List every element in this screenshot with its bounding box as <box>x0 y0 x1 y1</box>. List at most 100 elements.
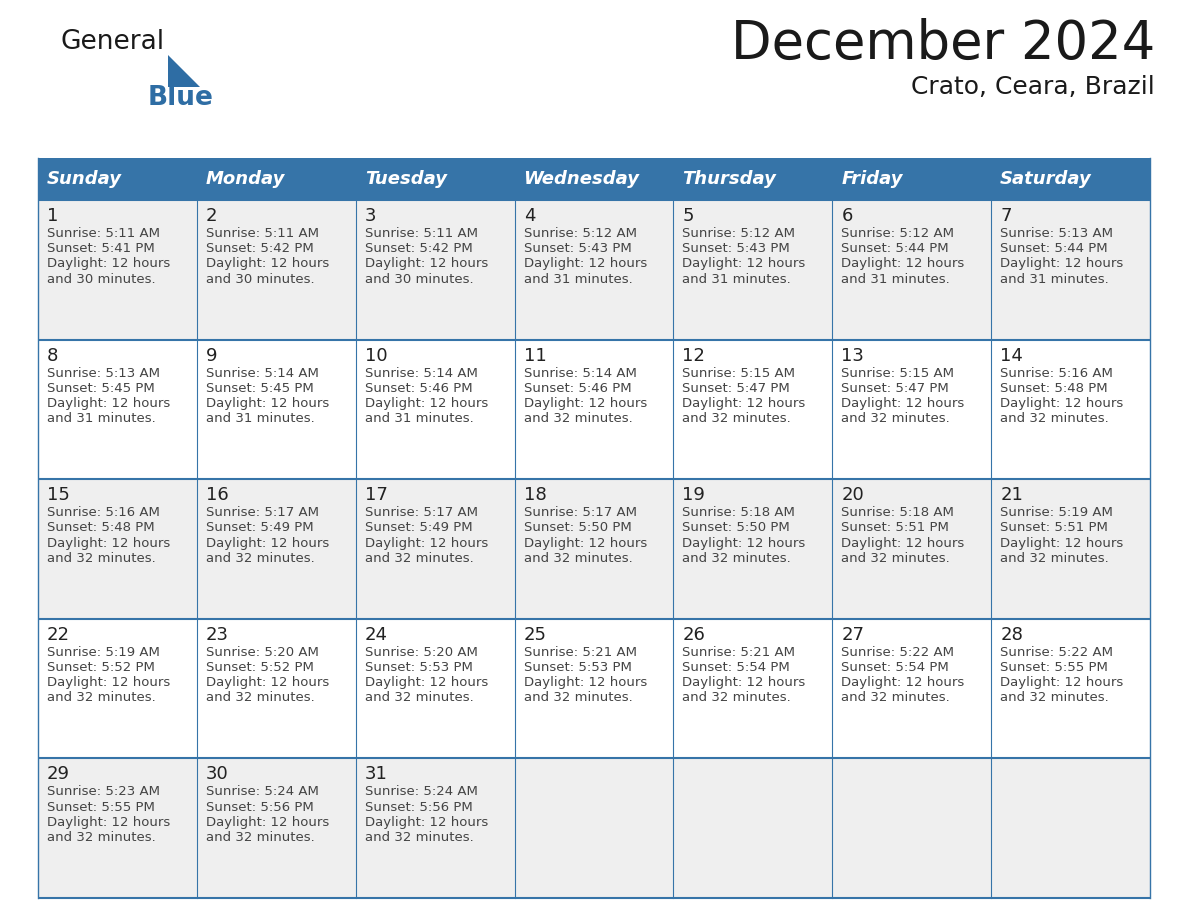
Text: Daylight: 12 hours: Daylight: 12 hours <box>841 677 965 689</box>
Bar <box>833 200 991 340</box>
Text: Sunrise: 5:17 AM: Sunrise: 5:17 AM <box>206 506 318 520</box>
Text: Daylight: 12 hours: Daylight: 12 hours <box>524 397 646 410</box>
Text: and 32 minutes.: and 32 minutes. <box>1000 412 1108 425</box>
Bar <box>991 158 1150 200</box>
Text: and 32 minutes.: and 32 minutes. <box>841 412 950 425</box>
Bar <box>514 340 674 479</box>
Text: and 32 minutes.: and 32 minutes. <box>48 831 156 844</box>
Bar <box>674 479 833 619</box>
Text: Sunrise: 5:20 AM: Sunrise: 5:20 AM <box>206 645 318 659</box>
Text: Sunrise: 5:24 AM: Sunrise: 5:24 AM <box>206 786 318 799</box>
Text: Sunrise: 5:12 AM: Sunrise: 5:12 AM <box>841 227 954 240</box>
Bar <box>197 758 355 898</box>
Text: and 32 minutes.: and 32 minutes. <box>524 691 632 704</box>
Text: Sunset: 5:53 PM: Sunset: 5:53 PM <box>365 661 473 674</box>
Text: and 32 minutes.: and 32 minutes. <box>524 412 632 425</box>
Text: Monday: Monday <box>206 170 285 188</box>
Text: and 30 minutes.: and 30 minutes. <box>206 273 315 285</box>
Text: Daylight: 12 hours: Daylight: 12 hours <box>524 677 646 689</box>
Text: and 32 minutes.: and 32 minutes. <box>524 552 632 565</box>
Bar <box>355 158 514 200</box>
Text: 29: 29 <box>48 766 70 783</box>
Text: Sunset: 5:49 PM: Sunset: 5:49 PM <box>206 521 314 534</box>
Bar <box>197 619 355 758</box>
Bar <box>833 340 991 479</box>
Text: Friday: Friday <box>841 170 903 188</box>
Text: 5: 5 <box>682 207 694 225</box>
Text: Sunset: 5:45 PM: Sunset: 5:45 PM <box>48 382 154 395</box>
Text: Sunrise: 5:12 AM: Sunrise: 5:12 AM <box>682 227 796 240</box>
Text: 20: 20 <box>841 487 864 504</box>
Bar <box>38 158 197 200</box>
Text: and 32 minutes.: and 32 minutes. <box>48 691 156 704</box>
Text: Sunset: 5:48 PM: Sunset: 5:48 PM <box>48 521 154 534</box>
Text: Sunset: 5:50 PM: Sunset: 5:50 PM <box>524 521 631 534</box>
Text: 9: 9 <box>206 347 217 364</box>
Text: Sunset: 5:50 PM: Sunset: 5:50 PM <box>682 521 790 534</box>
Text: and 30 minutes.: and 30 minutes. <box>365 273 473 285</box>
Bar <box>355 340 514 479</box>
Text: Sunset: 5:52 PM: Sunset: 5:52 PM <box>48 661 154 674</box>
Text: Sunrise: 5:17 AM: Sunrise: 5:17 AM <box>365 506 478 520</box>
Text: 3: 3 <box>365 207 377 225</box>
Bar <box>514 479 674 619</box>
Text: Sunset: 5:51 PM: Sunset: 5:51 PM <box>841 521 949 534</box>
Text: 7: 7 <box>1000 207 1012 225</box>
Bar <box>38 340 197 479</box>
Bar <box>514 619 674 758</box>
Text: Sunset: 5:55 PM: Sunset: 5:55 PM <box>1000 661 1108 674</box>
Text: Daylight: 12 hours: Daylight: 12 hours <box>365 537 488 550</box>
Text: and 32 minutes.: and 32 minutes. <box>206 831 315 844</box>
Text: 14: 14 <box>1000 347 1023 364</box>
Bar <box>197 340 355 479</box>
Text: 12: 12 <box>682 347 706 364</box>
Text: 1: 1 <box>48 207 58 225</box>
Text: and 32 minutes.: and 32 minutes. <box>682 691 791 704</box>
Text: Sunrise: 5:21 AM: Sunrise: 5:21 AM <box>524 645 637 659</box>
Bar <box>38 479 197 619</box>
Bar <box>197 200 355 340</box>
Text: Sunset: 5:42 PM: Sunset: 5:42 PM <box>206 242 314 255</box>
Text: Saturday: Saturday <box>1000 170 1092 188</box>
Text: Crato, Ceara, Brazil: Crato, Ceara, Brazil <box>911 75 1155 99</box>
Text: Sunrise: 5:12 AM: Sunrise: 5:12 AM <box>524 227 637 240</box>
Text: Sunrise: 5:23 AM: Sunrise: 5:23 AM <box>48 786 160 799</box>
Text: and 32 minutes.: and 32 minutes. <box>841 552 950 565</box>
Bar <box>991 479 1150 619</box>
Text: and 31 minutes.: and 31 minutes. <box>841 273 950 285</box>
Text: Tuesday: Tuesday <box>365 170 447 188</box>
Text: Daylight: 12 hours: Daylight: 12 hours <box>524 257 646 271</box>
Text: Daylight: 12 hours: Daylight: 12 hours <box>841 397 965 410</box>
Text: Daylight: 12 hours: Daylight: 12 hours <box>365 257 488 271</box>
Bar <box>355 758 514 898</box>
Text: Sunrise: 5:13 AM: Sunrise: 5:13 AM <box>48 366 160 380</box>
Text: Sunset: 5:54 PM: Sunset: 5:54 PM <box>682 661 790 674</box>
Text: Wednesday: Wednesday <box>524 170 639 188</box>
Text: Sunset: 5:56 PM: Sunset: 5:56 PM <box>206 800 314 813</box>
Text: 28: 28 <box>1000 626 1023 644</box>
Text: and 31 minutes.: and 31 minutes. <box>1000 273 1108 285</box>
Text: and 31 minutes.: and 31 minutes. <box>365 412 474 425</box>
Text: Sunset: 5:48 PM: Sunset: 5:48 PM <box>1000 382 1107 395</box>
Text: Sunrise: 5:14 AM: Sunrise: 5:14 AM <box>206 366 318 380</box>
Text: 21: 21 <box>1000 487 1023 504</box>
Text: Sunset: 5:47 PM: Sunset: 5:47 PM <box>682 382 790 395</box>
Text: Daylight: 12 hours: Daylight: 12 hours <box>206 257 329 271</box>
Text: Sunset: 5:42 PM: Sunset: 5:42 PM <box>365 242 473 255</box>
Bar <box>674 758 833 898</box>
Text: Sunset: 5:43 PM: Sunset: 5:43 PM <box>524 242 631 255</box>
Text: Sunrise: 5:13 AM: Sunrise: 5:13 AM <box>1000 227 1113 240</box>
Bar <box>355 479 514 619</box>
Text: and 32 minutes.: and 32 minutes. <box>206 691 315 704</box>
Text: Sunset: 5:41 PM: Sunset: 5:41 PM <box>48 242 154 255</box>
Text: Sunrise: 5:15 AM: Sunrise: 5:15 AM <box>682 366 796 380</box>
Text: General: General <box>61 29 164 55</box>
Text: 8: 8 <box>48 347 58 364</box>
Text: Daylight: 12 hours: Daylight: 12 hours <box>206 816 329 829</box>
Text: 24: 24 <box>365 626 387 644</box>
Text: 15: 15 <box>48 487 70 504</box>
Bar <box>674 200 833 340</box>
Text: Daylight: 12 hours: Daylight: 12 hours <box>48 397 170 410</box>
Text: 11: 11 <box>524 347 546 364</box>
Text: Sunday: Sunday <box>48 170 122 188</box>
